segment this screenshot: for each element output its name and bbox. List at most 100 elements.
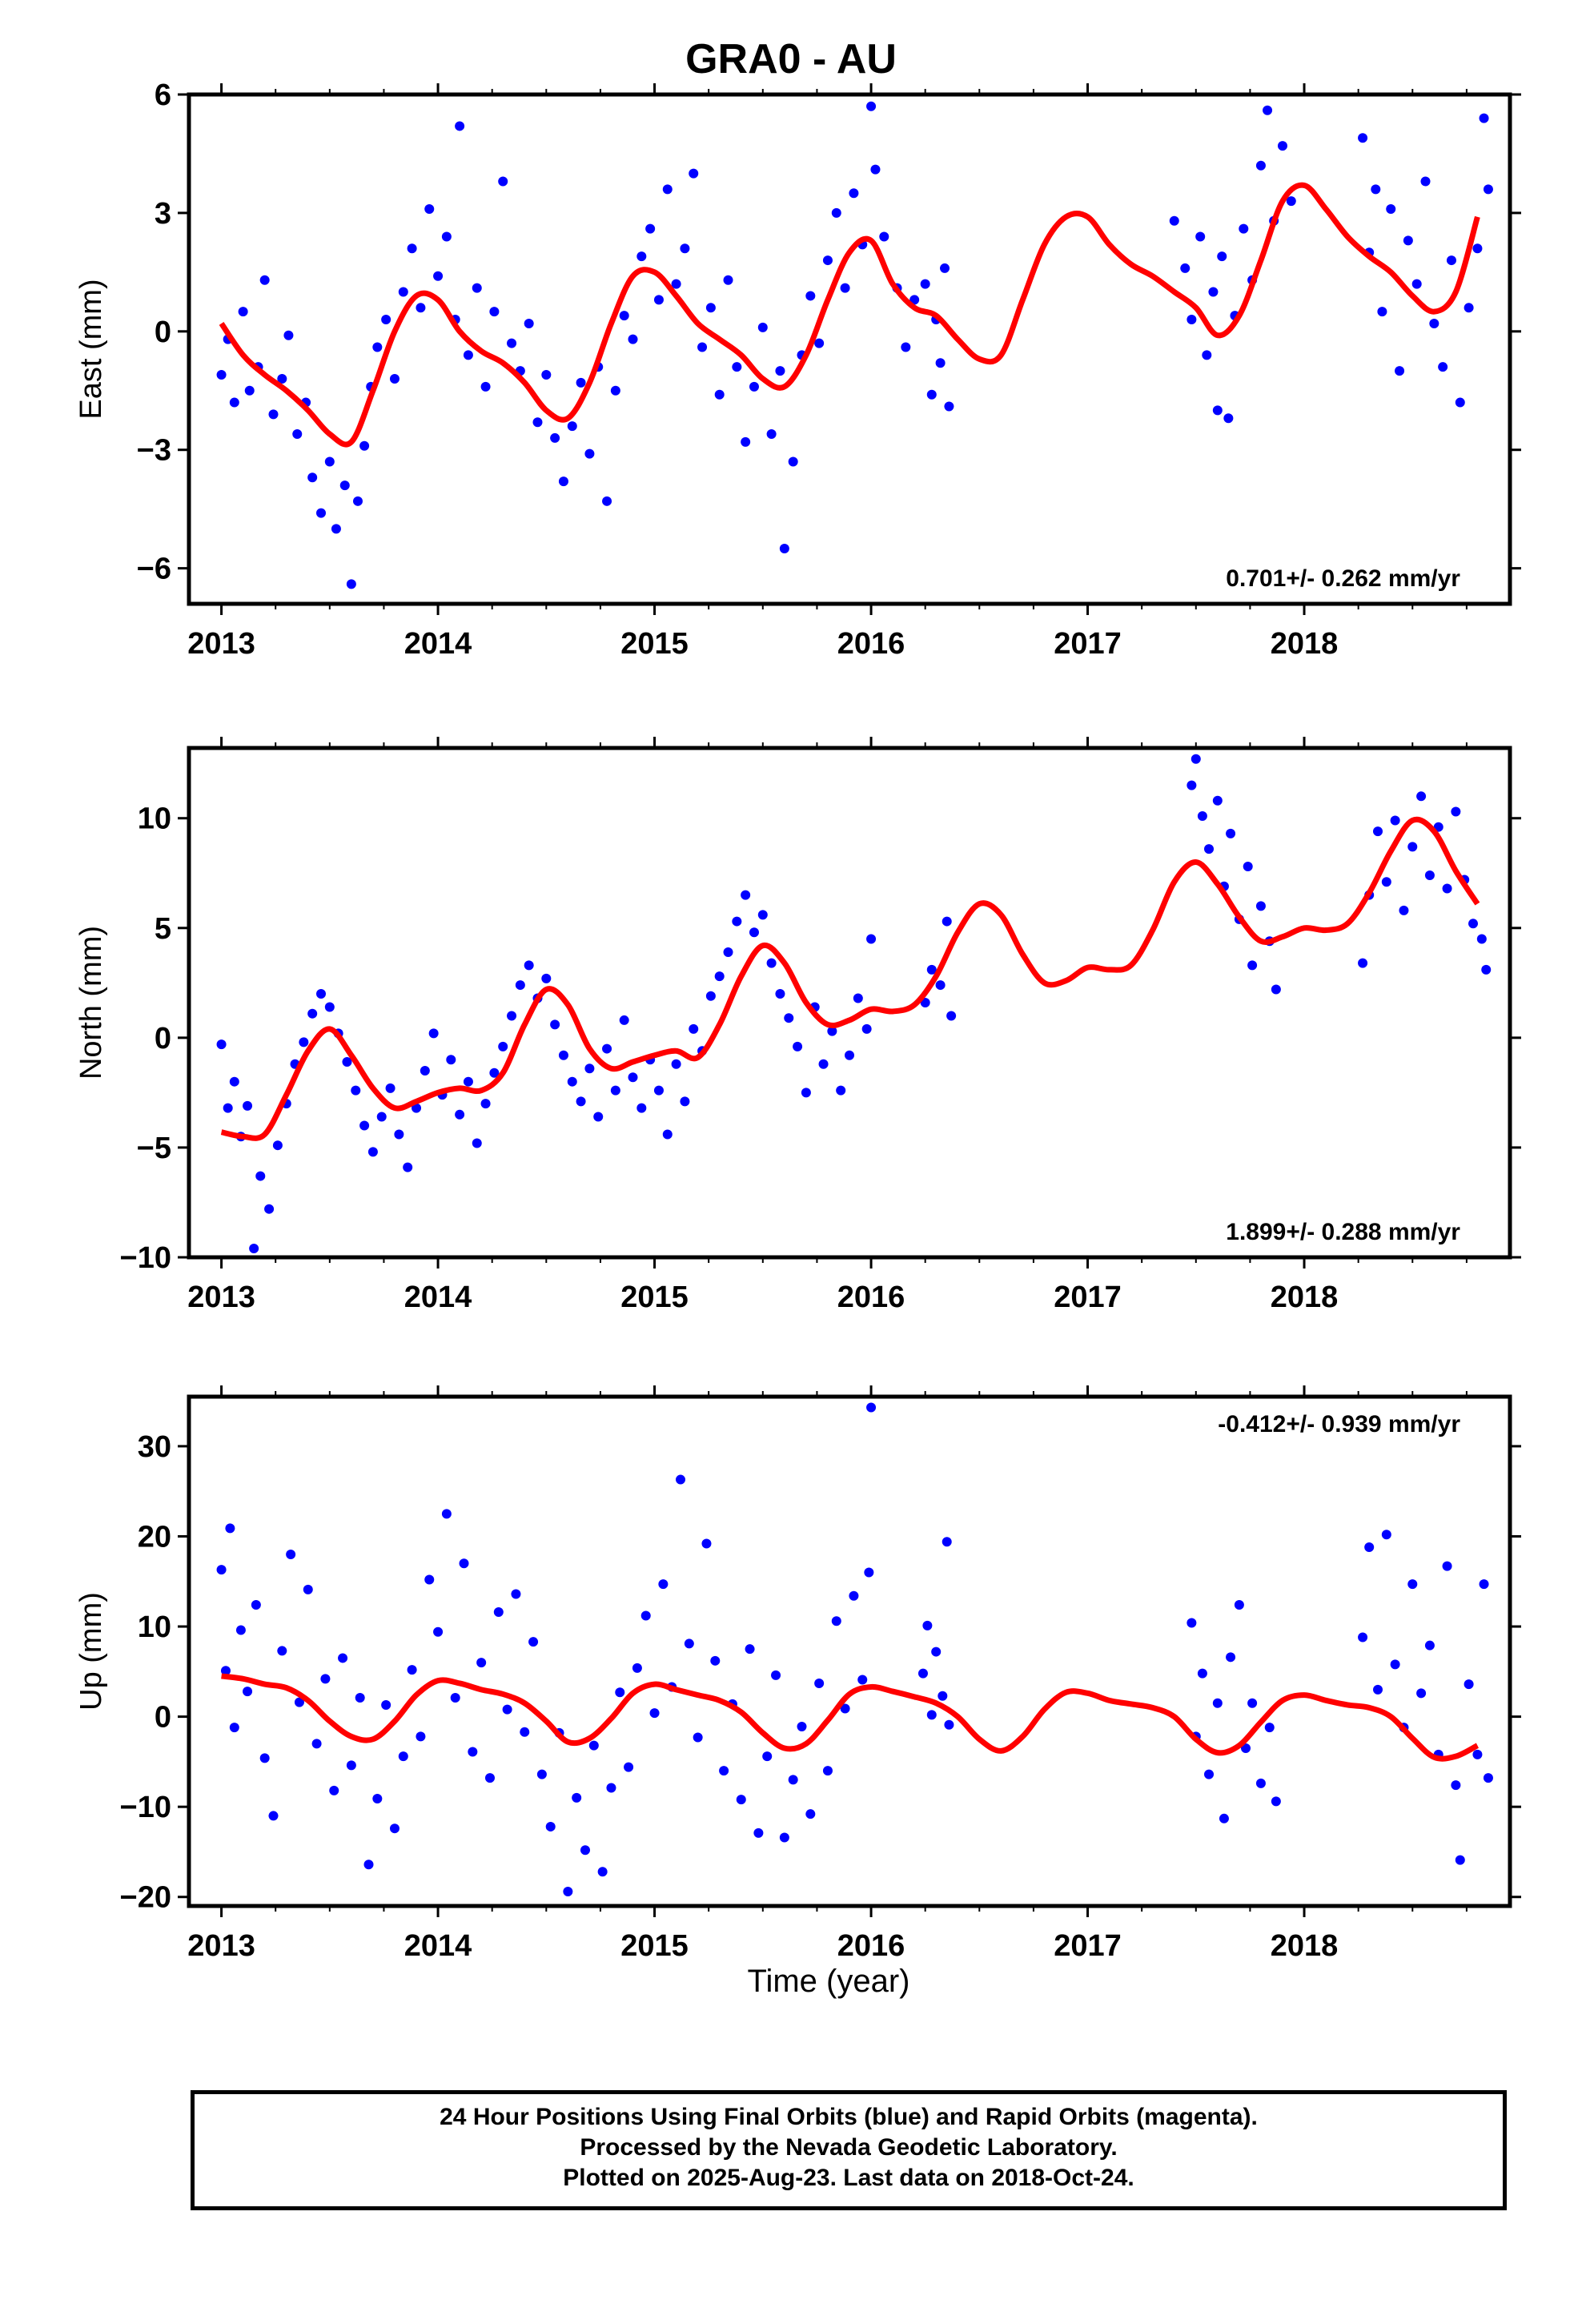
data-point xyxy=(320,1674,331,1684)
data-point xyxy=(1464,1679,1474,1690)
data-point xyxy=(416,303,426,313)
data-point xyxy=(259,275,270,285)
data-point xyxy=(822,255,833,266)
data-point xyxy=(398,287,408,297)
data-point xyxy=(229,1723,239,1733)
data-point xyxy=(805,1809,816,1819)
data-point xyxy=(705,303,716,313)
data-point xyxy=(572,1792,582,1803)
caption-box: 24 Hour Positions Using Final Orbits (bl… xyxy=(191,2090,1507,2210)
data-point xyxy=(671,279,681,289)
data-point xyxy=(814,1678,825,1688)
data-point xyxy=(662,184,673,195)
data-point xyxy=(385,1083,396,1093)
data-point xyxy=(1247,960,1258,971)
data-point xyxy=(311,1739,322,1749)
data-point xyxy=(507,338,517,348)
data-point xyxy=(926,964,937,975)
data-point xyxy=(1472,1749,1483,1759)
data-point xyxy=(468,1747,478,1757)
data-point xyxy=(255,1171,266,1181)
data-point xyxy=(723,275,733,285)
data-point xyxy=(797,1721,807,1731)
data-point xyxy=(394,1129,404,1140)
data-point xyxy=(381,1699,391,1710)
data-point xyxy=(757,322,768,332)
data-point xyxy=(1442,883,1452,894)
data-point xyxy=(541,973,552,983)
y-axis-label: East (mm) xyxy=(74,279,108,419)
data-point xyxy=(584,448,595,459)
caption-line-3: Plotted on 2025-Aug-23. Last data on 201… xyxy=(563,2165,1134,2191)
data-point xyxy=(849,188,859,199)
data-point xyxy=(463,1076,473,1087)
x-tick-label: 2013 xyxy=(187,1929,255,1963)
north-fit-curve xyxy=(220,816,1480,1141)
x-axis-title: Time (year) xyxy=(747,1964,910,1999)
data-point xyxy=(922,1620,933,1630)
x-tick-label: 2018 xyxy=(1271,1281,1339,1314)
data-point xyxy=(1442,1561,1452,1571)
data-point xyxy=(779,543,789,553)
data-point xyxy=(216,370,227,380)
data-point xyxy=(771,1670,781,1680)
caption-line-2: Processed by the Nevada Geodetic Laborat… xyxy=(580,2134,1118,2161)
data-point xyxy=(779,1832,789,1843)
data-point xyxy=(536,1769,547,1779)
data-point xyxy=(864,1567,874,1578)
data-point xyxy=(818,1059,829,1069)
data-point xyxy=(1186,315,1197,325)
data-point xyxy=(1381,1530,1391,1540)
data-point xyxy=(1191,754,1201,764)
data-point xyxy=(307,1008,318,1019)
data-point xyxy=(316,508,326,518)
data-point xyxy=(545,1821,556,1831)
up-rate-label: -0.412+/- 0.939 mm/yr xyxy=(1218,1411,1460,1437)
data-point xyxy=(1169,215,1179,226)
data-point xyxy=(355,1692,365,1703)
data-point xyxy=(861,1023,872,1034)
data-point xyxy=(1223,413,1234,424)
data-point xyxy=(243,1100,253,1111)
data-point xyxy=(367,1147,378,1157)
data-point xyxy=(1212,795,1223,806)
north-rate-label: 1.899+/- 0.288 mm/yr xyxy=(1226,1219,1460,1245)
data-point xyxy=(849,1590,859,1601)
data-point xyxy=(243,1687,253,1697)
data-point xyxy=(1263,105,1273,115)
data-point xyxy=(229,1076,239,1087)
data-point xyxy=(524,960,534,971)
x-tick-label: 2017 xyxy=(1054,1929,1122,1963)
data-point xyxy=(359,1120,370,1131)
data-point xyxy=(463,350,473,360)
up-plot-frame xyxy=(187,1394,1512,1908)
data-point xyxy=(1373,826,1383,837)
data-point xyxy=(376,1112,387,1122)
data-point xyxy=(1411,279,1422,289)
data-point xyxy=(324,456,335,467)
data-point xyxy=(480,381,491,392)
up-points xyxy=(216,1402,1493,1896)
data-point xyxy=(935,980,946,991)
data-point xyxy=(389,373,400,384)
data-point xyxy=(1424,870,1435,880)
data-point xyxy=(766,429,777,439)
data-point xyxy=(502,1704,512,1715)
data-point xyxy=(1395,366,1405,376)
data-point xyxy=(229,397,239,408)
data-point xyxy=(294,1697,304,1707)
y-tick-label: −10 xyxy=(120,1791,171,1824)
y-tick-label: 10 xyxy=(138,1610,171,1644)
y-tick-label: −3 xyxy=(137,434,171,468)
data-point xyxy=(225,1523,235,1534)
data-point xyxy=(1416,1688,1427,1699)
data-point xyxy=(1197,810,1207,821)
north-plot-frame xyxy=(187,746,1512,1260)
data-point xyxy=(1212,1698,1223,1708)
data-point xyxy=(866,101,877,111)
data-point xyxy=(676,1474,686,1485)
data-point xyxy=(558,476,568,487)
y-tick-label: 5 xyxy=(155,912,171,946)
data-point xyxy=(1455,397,1465,408)
data-point xyxy=(528,1637,539,1647)
